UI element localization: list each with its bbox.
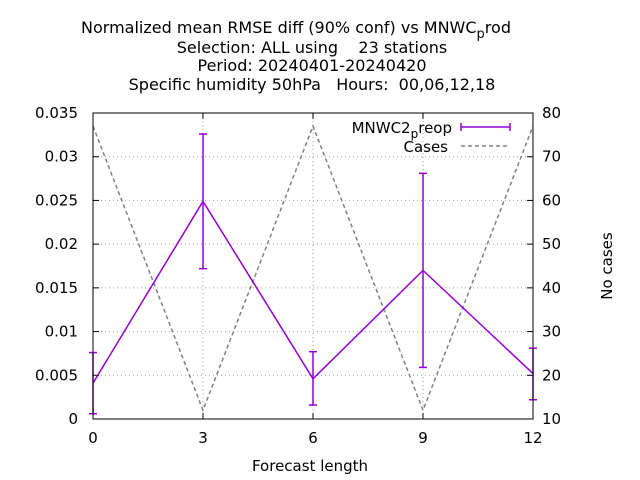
title-line-3: Period: 20240401-20240420: [197, 56, 426, 75]
x-axis-label: Forecast length: [252, 457, 368, 475]
y-tick-label: 0.025: [35, 191, 78, 209]
y2-axis-label: No cases: [598, 232, 616, 300]
y-tick-label: 0: [68, 410, 78, 428]
title-line-4: Specific humidity 50hPa Hours: 00,06,12,…: [129, 75, 496, 94]
y2-tick-label: 70: [542, 148, 561, 166]
x-tick-label: 0: [88, 429, 98, 447]
y-tick-label: 0.035: [35, 104, 78, 122]
y-tick-label: 0.02: [45, 235, 78, 253]
y-tick-label: 0.015: [35, 279, 78, 297]
y2-tick-label: 30: [542, 323, 561, 341]
y-tick-label: 0.03: [45, 148, 78, 166]
x-tick-label: 3: [198, 429, 208, 447]
series-line-cases: [92, 124, 534, 413]
y2-tick-label: 60: [542, 191, 561, 209]
legend: MNWC2preop Cases: [352, 119, 511, 156]
title-line-1: Normalized mean RMSE diff (90% conf) vs …: [81, 18, 511, 42]
x-tick-label: 12: [523, 429, 542, 447]
axis-ticks: 0 3 6 9 12 0 0.005 0.01 0.015 0.02 0.025 0.03 0.035 1…: [35, 104, 561, 447]
plot-frame: [92, 112, 534, 420]
legend-label-cases: Cases: [403, 138, 448, 156]
y-tick-label: 0.01: [45, 323, 78, 341]
y2-tick-label: 50: [542, 235, 561, 253]
x-tick-label: 9: [418, 429, 428, 447]
legend-label-mnwc2: MNWC2preop: [352, 119, 452, 141]
y2-tick-label: 40: [542, 279, 561, 297]
x-tick-label: 6: [308, 429, 318, 447]
y2-tick-label: 80: [542, 104, 561, 122]
y2-tick-label: 20: [542, 366, 561, 384]
chart-title: Normalized mean RMSE diff (90% conf) vs …: [81, 18, 511, 94]
y-tick-label: 0.005: [35, 366, 78, 384]
title-line-2: Selection: ALL using 23 stations: [177, 38, 447, 57]
legend-sample-mnwc2: [460, 123, 511, 131]
y2-tick-label: 10: [542, 410, 561, 428]
